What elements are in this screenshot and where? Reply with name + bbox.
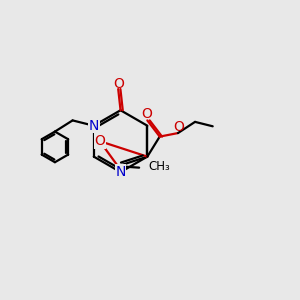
Text: N: N bbox=[116, 165, 126, 179]
Text: O: O bbox=[94, 134, 105, 148]
Text: O: O bbox=[173, 120, 184, 134]
Text: O: O bbox=[141, 107, 152, 121]
Text: O: O bbox=[113, 77, 124, 91]
Text: N: N bbox=[88, 119, 99, 133]
Text: CH₃: CH₃ bbox=[148, 160, 170, 173]
